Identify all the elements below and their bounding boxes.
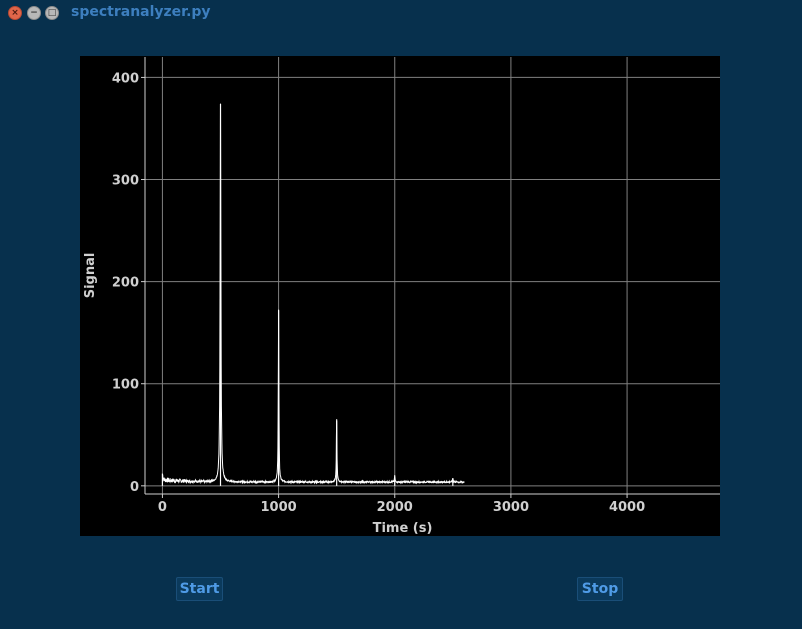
maximize-icon[interactable]: □ [45,6,59,20]
y-tick-label: 100 [112,378,139,393]
minimize-icon[interactable]: − [27,6,41,20]
start-button[interactable]: Start [176,577,223,601]
window-title: spectranalyzer.py [71,4,211,20]
stop-button[interactable]: Stop [577,577,623,601]
signal-chart: 0 1000 2000 3000 4000 0 100 200 300 400 Time (s) Si… [83,57,720,536]
signal-trace [162,103,465,485]
plot-panel: 0 1000 2000 3000 4000 0 100 200 300 400 Time (s) Si… [80,56,720,536]
x-tick-label: 4000 [609,500,645,515]
y-tick-label: 300 [112,174,139,189]
x-tick-label: 3000 [493,500,529,515]
x-tick-label: 2000 [377,500,413,515]
title-bar: × − □ spectranalyzer.py [0,0,802,26]
close-icon[interactable]: × [8,6,22,20]
x-tick-label: 1000 [260,500,296,515]
y-axis-label: Signal [83,253,98,299]
y-tick-label: 0 [130,480,139,495]
x-tick-label: 0 [158,500,167,515]
x-axis-label: Time (s) [373,521,433,536]
y-tick-label: 400 [112,71,139,86]
y-tick-label: 200 [112,276,139,291]
